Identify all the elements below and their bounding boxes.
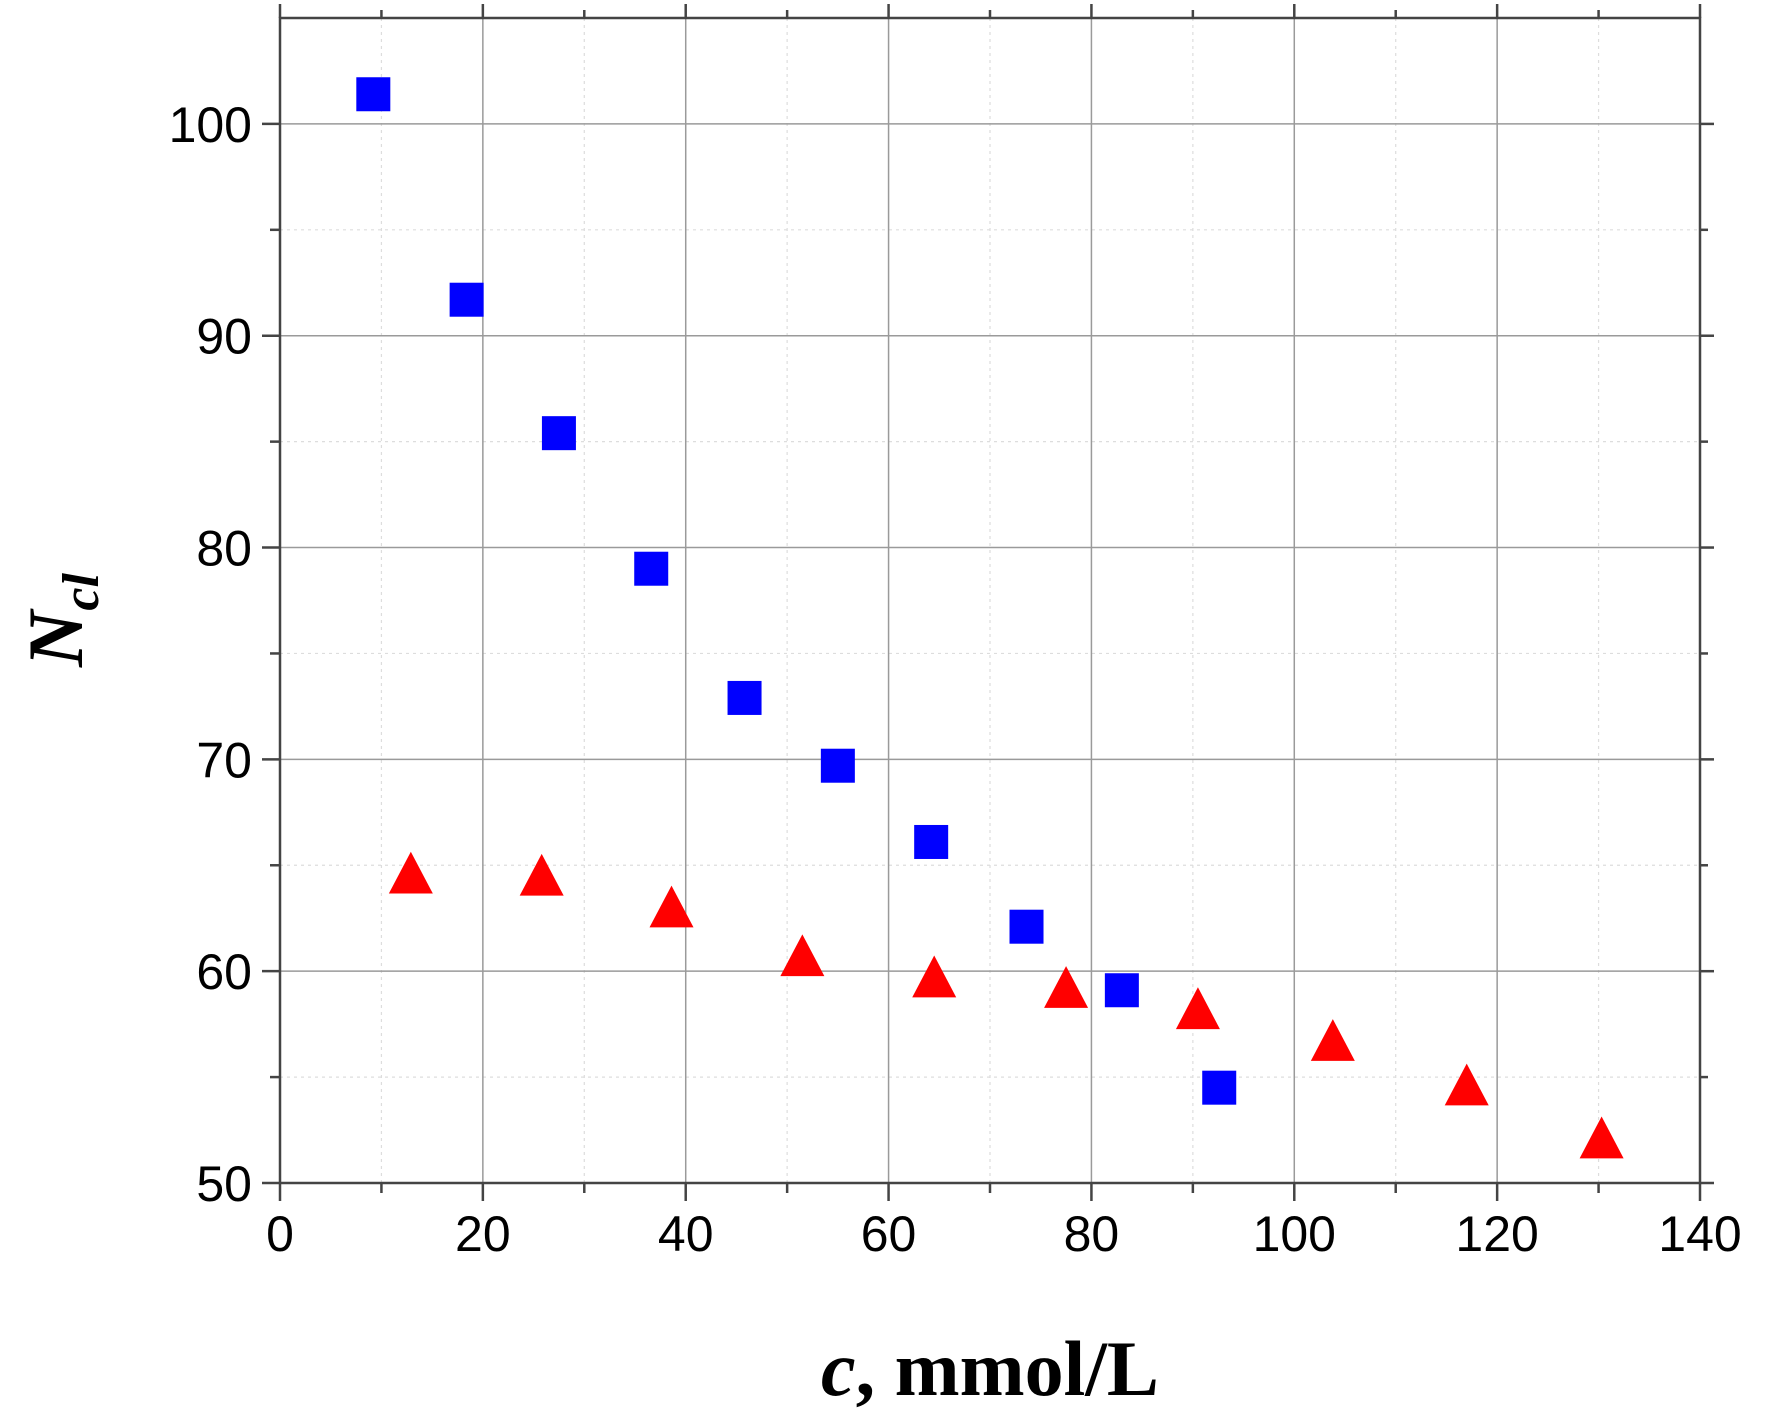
x-tick-label: 0 xyxy=(266,1206,294,1262)
y-tick-label: 80 xyxy=(196,521,252,577)
triangles-point xyxy=(1310,1019,1355,1061)
squares-point xyxy=(356,77,391,112)
triangles-point xyxy=(649,885,694,928)
triangles-point xyxy=(912,955,957,998)
squares-point xyxy=(1009,909,1044,944)
data-points xyxy=(356,77,1624,1159)
squares-point xyxy=(727,680,762,715)
x-tick-label: 80 xyxy=(1064,1206,1120,1262)
y-tick-label: 100 xyxy=(169,97,252,153)
x-tick-label: 140 xyxy=(1658,1206,1741,1262)
triangles-point xyxy=(1175,987,1220,1030)
squares-point xyxy=(820,748,855,783)
y-tick-label: 70 xyxy=(196,732,252,788)
y-tick-label: 50 xyxy=(196,1156,252,1212)
triangles-point xyxy=(1444,1063,1489,1106)
x-tick-label: 120 xyxy=(1455,1206,1538,1262)
axis-ticks xyxy=(262,4,1714,1201)
squares-point xyxy=(541,416,576,451)
major-grid xyxy=(280,18,1700,1183)
x-tick-labels: 0 20 40 60 80 100 120 140 xyxy=(266,1206,1742,1262)
squares-point xyxy=(1104,973,1139,1008)
x-axis-title: c, mmol/L xyxy=(821,1325,1159,1412)
squares-point xyxy=(634,551,669,586)
triangles-point xyxy=(1579,1116,1624,1159)
triangles-point xyxy=(388,851,433,894)
x-tick-label: 60 xyxy=(861,1206,917,1262)
x-tick-label: 40 xyxy=(658,1206,714,1262)
y-axis-title: Ncl xyxy=(12,573,110,668)
triangles-point xyxy=(780,934,825,977)
squares-point xyxy=(449,282,484,317)
y-tick-label: 60 xyxy=(196,944,252,1000)
y-tick-label: 90 xyxy=(196,309,252,365)
y-tick-labels: 50 60 70 80 90 100 xyxy=(169,97,252,1212)
x-tick-label: 20 xyxy=(455,1206,511,1262)
x-tick-label: 100 xyxy=(1253,1206,1336,1262)
squares-point xyxy=(1202,1070,1237,1105)
squares-point xyxy=(914,824,949,859)
triangles-point xyxy=(1044,966,1089,1008)
triangles-point xyxy=(519,853,564,896)
